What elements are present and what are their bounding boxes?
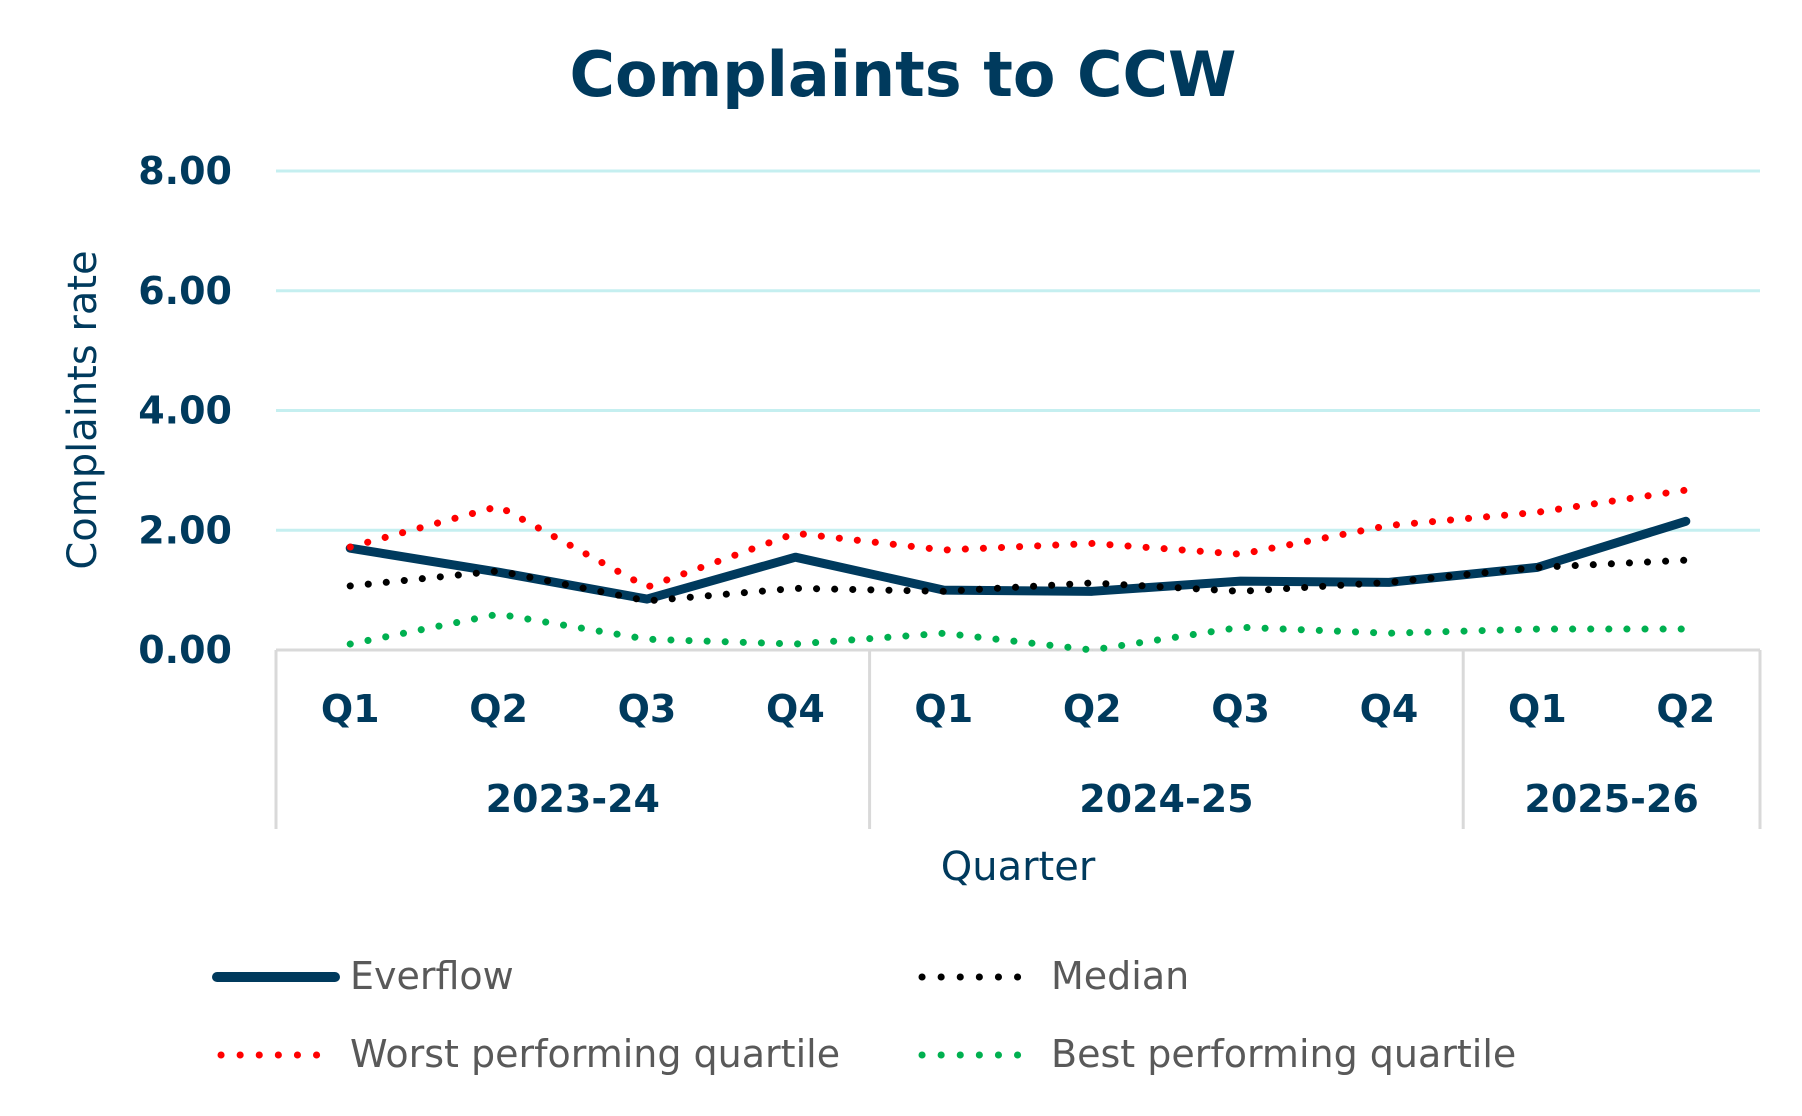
legend-label: Median [1051,954,1189,998]
y-axis-title: Complaints rate [60,250,106,569]
y-axis-ticks: 0.00 2.00 4.00 6.00 8.00 [138,149,232,672]
legend-item-best-performing-quartile[interactable]: Best performing quartile [918,1032,1516,1076]
x-tick-label: Q2 [469,687,528,731]
x-group-label: 2025-26 [1524,777,1698,821]
x-tick-label: Q1 [321,687,380,731]
x-group-label: 2023-24 [486,777,660,821]
legend-label: Worst performing quartile [350,1032,840,1076]
x-tick-label: Q1 [914,687,973,731]
y-tick-label: 4.00 [138,389,232,433]
legend-item-everflow[interactable]: Everflow [212,954,514,998]
chart-title: Complaints to CCW [570,38,1237,111]
x-tick-label: Q3 [1211,687,1270,731]
series-layer [345,486,1691,654]
x-tick-label: Q2 [1656,687,1715,731]
x-group-label: 2024-25 [1079,777,1253,821]
legend-label: Everflow [350,954,514,998]
y-tick-label: 0.00 [138,628,232,672]
series-line-worst-performing-quartile [346,486,1690,591]
legend-item-median[interactable]: Median [918,954,1189,998]
y-tick-label: 8.00 [138,149,232,193]
x-tick-label: Q4 [1360,687,1419,731]
series-line-median [346,556,1690,605]
y-tick-label: 2.00 [138,508,232,552]
x-tick-label: Q2 [1063,687,1122,731]
y-tick-label: 6.00 [138,269,232,313]
legend: Everflow Median Worst performing quartile B… [212,954,1516,1076]
gridlines [276,169,1760,532]
x-tick-label: Q4 [766,687,825,731]
x-tick-label: Q3 [618,687,677,731]
legend-label: Best performing quartile [1051,1032,1516,1076]
series-line-best-performing-quartile [346,610,1690,654]
x-tick-label: Q1 [1508,687,1567,731]
x-axis-title: Quarter [941,844,1096,890]
x-axis: Q1 Q2 Q3 Q4 Q1 Q2 Q3 Q4 Q1 Q2 2023-24 2024-25 2025-2… [274,648,1762,829]
series-line-everflow [345,516,1691,604]
legend-item-worst-performing-quartile[interactable]: Worst performing quartile [217,1032,840,1076]
